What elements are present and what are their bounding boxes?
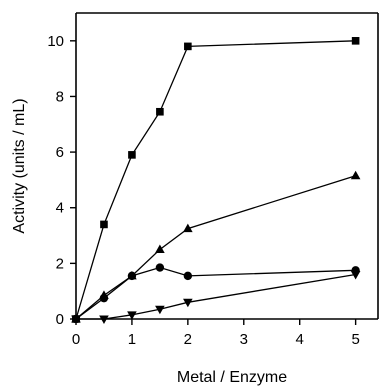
data-point-square (351, 37, 360, 45)
series-line-circle (75, 266, 356, 320)
series-group (71, 37, 361, 324)
y-tick-label: 8 (56, 88, 64, 105)
data-point-triangle-down (71, 315, 81, 324)
ticks: 0 1 2 3 4 5 0 2 4 6 8 10 (47, 33, 359, 348)
data-point-triangle-down (183, 298, 193, 308)
data-point-square (184, 42, 192, 51)
data-point-triangle-up (183, 223, 193, 233)
x-tick-label: 5 (351, 331, 359, 348)
y-axis-label: Activity (units / mL) (11, 98, 28, 233)
axes (75, 12, 379, 320)
series-line-triangle-down (76, 273, 356, 320)
data-point-triangle-down (350, 270, 361, 280)
data-point-triangle-down (99, 315, 109, 324)
y-tick-label: 10 (47, 33, 64, 50)
x-axis-label: Metal / Enzyme (177, 369, 287, 386)
y-tick-label: 4 (56, 200, 64, 217)
data-point-circle (127, 271, 137, 281)
x-tick-label: 1 (128, 331, 136, 348)
data-point-triangle-up (350, 170, 361, 180)
data-point-square (128, 151, 136, 159)
data-point-triangle-down (155, 305, 165, 315)
series-line-triangle-up (75, 175, 356, 320)
y-tick-label: 2 (56, 255, 64, 272)
x-tick-label: 4 (296, 331, 304, 348)
data-point-triangle-up (155, 244, 165, 253)
data-point-circle (99, 293, 109, 303)
x-tick-label: 0 (72, 331, 80, 348)
data-point-square (156, 107, 164, 116)
data-point-triangle-down (127, 311, 137, 320)
x-tick-label: 3 (240, 331, 248, 348)
y-tick-label: 6 (56, 144, 64, 161)
x-tick-label: 2 (184, 331, 192, 348)
series-line-square (75, 40, 356, 320)
data-point-circle (183, 271, 193, 281)
data-point-square (100, 220, 108, 229)
data-point-circle (155, 263, 165, 272)
y-tick-label: 0 (56, 311, 64, 328)
